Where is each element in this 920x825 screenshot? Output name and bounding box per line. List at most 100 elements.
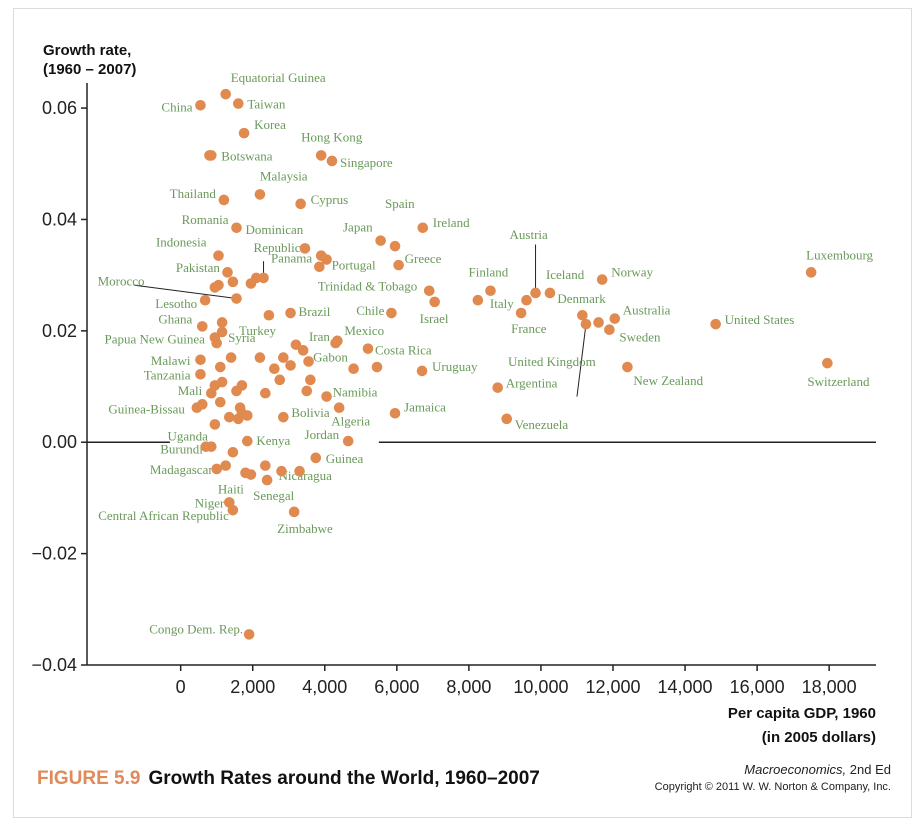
axes: 0.06 0.04 0.02 0.00 −0.02 −0.04 0 2,000 4,000 6,0… [31, 42, 876, 746]
data-point [362, 343, 374, 354]
data-point [242, 435, 253, 447]
country-label: Japan [343, 220, 373, 235]
x-axis-title: (in 2005 dollars) [762, 729, 876, 746]
country-labels: Equatorial Guinea China Taiwan Korea Botswan… [98, 70, 874, 636]
data-point [254, 352, 266, 363]
country-label: Syria [228, 330, 256, 345]
country-label: Romania [182, 212, 229, 227]
data-point [515, 307, 527, 319]
data-point [216, 326, 228, 338]
y-tick-label: 0.02 [42, 321, 77, 341]
data-point [215, 396, 226, 408]
country-label: Malaysia [260, 168, 308, 183]
x-tick-label: 8,000 [446, 677, 491, 697]
y-tick-label: 0.00 [42, 432, 77, 452]
data-point [333, 402, 345, 413]
data-point [530, 287, 541, 299]
country-label: United Kingdom [508, 354, 596, 369]
data-point [544, 287, 556, 299]
country-label: Jordan [305, 427, 340, 442]
country-label: Algeria [331, 414, 370, 429]
data-point [596, 274, 608, 285]
country-label: Switzerland [807, 374, 870, 389]
figure-title: Growth Rates around the World, 1960–2007 [148, 768, 540, 789]
data-point [822, 357, 833, 369]
country-label: Brazil [299, 304, 331, 319]
data-point [231, 293, 242, 304]
data-point [260, 460, 271, 471]
data-point [301, 385, 313, 397]
data-point [209, 419, 221, 430]
data-point [245, 278, 257, 289]
country-label: Jamaica [404, 399, 446, 414]
country-label: Guinea-Bissau [108, 402, 185, 417]
data-point [216, 317, 228, 328]
y-tick-label: 0.06 [42, 98, 77, 118]
x-tick-label: 2,000 [230, 677, 275, 697]
country-label: Taiwan [247, 97, 286, 112]
country-label: Morocco [98, 274, 145, 289]
data-point [215, 361, 226, 373]
country-label: Gabon [313, 349, 348, 364]
data-point [299, 243, 311, 254]
country-label: Australia [623, 303, 671, 318]
country-label: Republic [254, 240, 301, 255]
country-label: Lesotho [155, 296, 197, 311]
data-point [492, 382, 504, 393]
country-label: Singapore [340, 155, 393, 170]
data-point [314, 261, 325, 273]
country-label: Uruguay [432, 359, 478, 374]
data-point [211, 463, 222, 475]
country-label: Spain [385, 196, 415, 211]
country-label: Cyprus [311, 192, 349, 207]
data-point [224, 411, 235, 423]
data-point [200, 441, 212, 452]
data-point [288, 506, 300, 518]
figure-number: FIGURE 5.9 [37, 768, 141, 789]
x-tick-label: 10,000 [513, 677, 568, 697]
y-axis-title: Growth rate, [43, 42, 131, 59]
data-point [191, 402, 203, 413]
country-label: Nicaragua [279, 468, 333, 483]
country-label: Burundi [160, 442, 203, 457]
data-point [310, 452, 322, 464]
country-label: Zimbabwe [277, 521, 333, 536]
data-point [472, 294, 484, 306]
data-point [222, 267, 233, 278]
leader-line [576, 324, 587, 397]
data-point [199, 294, 211, 306]
country-label: Namibia [333, 385, 378, 400]
data-point [278, 411, 289, 423]
country-label: Korea [254, 117, 286, 132]
data-point [285, 307, 296, 319]
y-tick-label: −0.04 [31, 655, 77, 675]
x-tick-label: 18,000 [802, 677, 857, 697]
data-point [245, 469, 257, 480]
country-label: United States [725, 312, 795, 327]
country-label: Central African Republic [98, 508, 229, 523]
data-point [195, 99, 206, 111]
data-point [417, 222, 429, 234]
country-label: Turkey [239, 323, 277, 338]
country-label: Bolivia [291, 405, 330, 420]
data-point [710, 318, 721, 330]
data-point [263, 309, 275, 321]
country-label: Guinea [326, 451, 364, 466]
country-label: Iran [309, 329, 330, 344]
country-label: Senegal [253, 488, 295, 503]
data-point [209, 282, 221, 293]
data-point [371, 361, 383, 373]
leader-line [133, 284, 237, 300]
data-point [290, 339, 302, 351]
country-label: New Zealand [633, 373, 703, 388]
x-axis-title: Per capita GDP, 1960 [728, 705, 876, 722]
country-label: Trinidad & Tobago [318, 279, 418, 294]
data-point [593, 317, 604, 328]
x-tick-label: 12,000 [585, 677, 640, 697]
data-point [220, 88, 232, 100]
data-point [295, 198, 306, 210]
country-label: Dominican [246, 222, 304, 237]
data-point [386, 307, 397, 319]
data-point [416, 365, 428, 377]
figure-caption: FIGURE 5.9 Growth Rates around the World,… [37, 768, 540, 790]
